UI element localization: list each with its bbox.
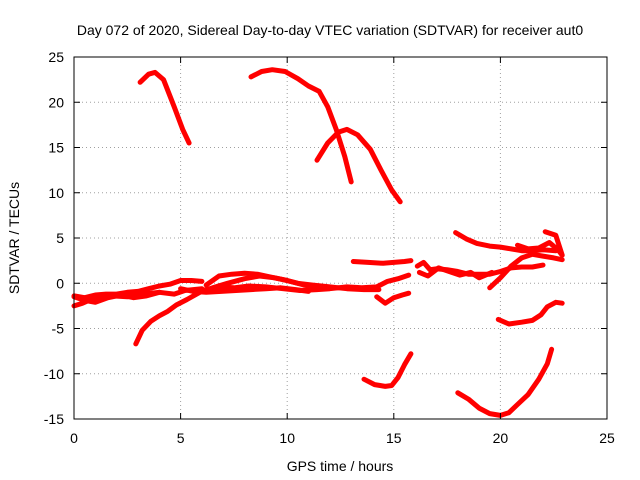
grid	[74, 57, 607, 419]
plot-frame	[73, 56, 608, 420]
x-tick-label: 25	[599, 430, 615, 446]
y-tick-label: 5	[56, 230, 64, 246]
y-tick-label: -15	[44, 411, 64, 427]
y-tick-label: -10	[44, 366, 64, 382]
y-tick-label: 25	[48, 49, 64, 65]
x-tick-label: 10	[279, 430, 295, 446]
y-tick-label: -5	[52, 321, 65, 337]
x-tick-label: 0	[70, 430, 78, 446]
series-arc-3	[314, 126, 403, 205]
series-arc-18	[515, 229, 565, 258]
series-arc-9	[199, 272, 412, 293]
x-tick-label: 20	[493, 430, 509, 446]
y-tick-label: 10	[48, 185, 64, 201]
series-arc-13	[361, 351, 414, 389]
series-arc-20	[455, 346, 555, 418]
chart-title: Day 072 of 2020, Sidereal Day-to-day VTE…	[77, 22, 584, 38]
x-tick-label: 5	[177, 430, 185, 446]
y-tick-label: 15	[48, 140, 64, 156]
series-arc-6	[71, 289, 162, 305]
y-tick-label: 0	[56, 275, 64, 291]
series-arc-19	[495, 299, 565, 327]
series-arc-15	[416, 265, 495, 281]
series-arc-17	[487, 251, 565, 291]
series-arc-2	[248, 67, 354, 185]
series-arc-1	[137, 69, 192, 146]
y-tick-label: 20	[48, 94, 64, 110]
series-arc-12	[350, 258, 414, 266]
series-arc-11	[374, 290, 412, 306]
axis-ticks: 0 5 10 15 20 25 -15 -10 -5 0 5 10 15 20 25	[44, 49, 615, 446]
x-axis-label: GPS time / hours	[287, 458, 394, 474]
data-series	[71, 67, 565, 418]
series-arc-4	[71, 278, 205, 301]
x-tick-label: 15	[386, 430, 402, 446]
series-arc-10	[178, 285, 311, 295]
y-axis-label: SDTVAR / TECUs	[6, 182, 22, 294]
